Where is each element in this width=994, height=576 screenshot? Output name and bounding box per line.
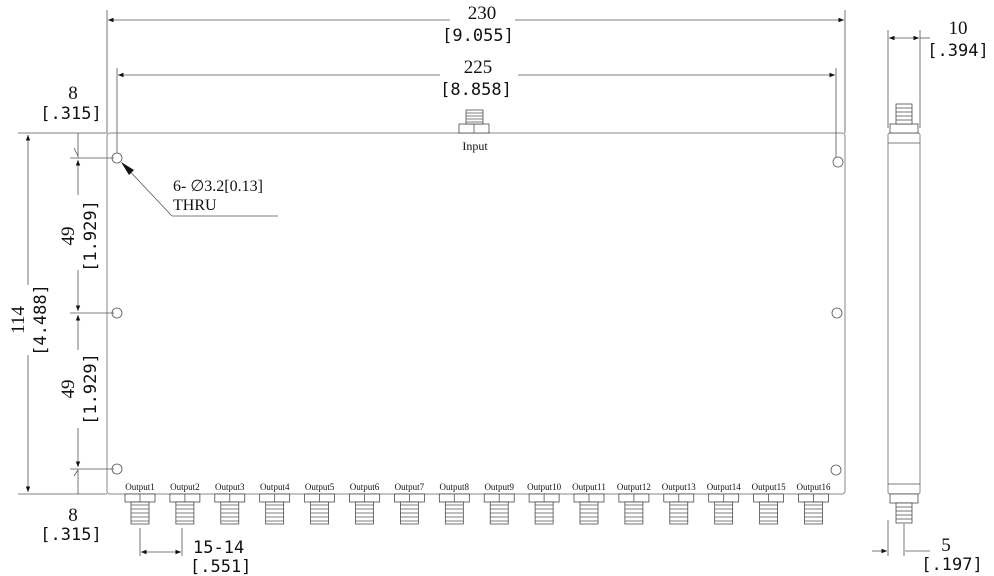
dim-bottom-offset: 8 [.315] bbox=[40, 469, 102, 545]
output-connector: Output7 bbox=[394, 482, 425, 525]
top-offset-mm: 8 bbox=[68, 83, 78, 104]
output-connector: Output9 bbox=[483, 482, 515, 525]
side-view bbox=[887, 103, 921, 524]
dim-connector-pitch: 15-14 [.551] bbox=[139, 528, 251, 576]
dim-side-offset: 5 [.197] bbox=[872, 520, 983, 575]
output-connector: Output1 bbox=[124, 482, 156, 525]
output-connectors: Output1 Output2 Output3 Output4 Output5 Outpu… bbox=[124, 482, 831, 525]
output-connector: Output12 bbox=[617, 482, 651, 525]
output-label: Output8 bbox=[440, 482, 470, 492]
output-label: Output10 bbox=[527, 482, 562, 492]
output-label: Output11 bbox=[572, 482, 606, 492]
lower-spacing-mm: 49 bbox=[58, 380, 79, 399]
output-label: Output12 bbox=[617, 482, 651, 492]
output-connector: Output15 bbox=[752, 482, 787, 525]
output-label: Output5 bbox=[305, 482, 335, 492]
output-connector: Output14 bbox=[707, 482, 742, 525]
side-offset-mm: 5 bbox=[941, 535, 951, 556]
output-label: Output2 bbox=[170, 482, 200, 492]
output-connector: Output11 bbox=[572, 482, 606, 525]
output-label: Output3 bbox=[215, 482, 245, 492]
output-connector: Output6 bbox=[349, 482, 380, 525]
hole-note-line1: 6- ∅3.2[0.13] bbox=[173, 178, 263, 195]
hole-width-inch: [8.858] bbox=[440, 80, 512, 100]
input-label: Input bbox=[462, 139, 488, 153]
hole-callout: 6- ∅3.2[0.13] THRU bbox=[121, 162, 278, 217]
pitch-mm: 15-14 bbox=[193, 538, 244, 558]
overall-width-mm: 230 bbox=[468, 3, 497, 24]
thickness-inch: [.394] bbox=[927, 41, 988, 61]
output-label: Output7 bbox=[395, 482, 425, 492]
pitch-inch: [.551] bbox=[190, 557, 251, 576]
output-connector: Output13 bbox=[662, 482, 697, 525]
output-label: Output15 bbox=[752, 482, 787, 492]
output-label: Output1 bbox=[125, 482, 155, 492]
overall-width-inch: [9.055] bbox=[442, 26, 514, 46]
bottom-offset-inch: [.315] bbox=[40, 525, 101, 545]
dim-hole-spacing-width: 225 [8.858] bbox=[116, 57, 837, 157]
dim-hole-spacing-upper: 49 [1.929] bbox=[58, 157, 114, 314]
input-connector bbox=[458, 109, 490, 134]
upper-spacing-mm: 49 bbox=[58, 227, 79, 246]
output-label: Output6 bbox=[350, 482, 380, 492]
mounting-hole bbox=[832, 156, 844, 168]
hole-note-line2: THRU bbox=[173, 197, 217, 214]
dim-top-offset: 8 [.315] bbox=[40, 83, 102, 158]
output-label: Output4 bbox=[260, 482, 290, 492]
lower-spacing-inch: [1.929] bbox=[81, 353, 101, 425]
height-inch: [4.488] bbox=[31, 284, 51, 356]
output-connector: Output4 bbox=[259, 482, 291, 525]
output-label: Output9 bbox=[484, 482, 514, 492]
hole-width-mm: 225 bbox=[464, 57, 493, 78]
output-connector: Output10 bbox=[527, 482, 562, 525]
output-label: Output16 bbox=[796, 482, 831, 492]
output-connector: Output16 bbox=[796, 482, 831, 525]
height-mm: 114 bbox=[8, 306, 29, 334]
side-offset-inch: [.197] bbox=[921, 555, 982, 575]
upper-spacing-inch: [1.929] bbox=[81, 200, 101, 272]
output-label: Output14 bbox=[707, 482, 742, 492]
dim-overall-height: 114 [4.488] bbox=[8, 132, 107, 495]
output-connector: Output8 bbox=[438, 482, 470, 525]
dim-side-thickness: 10 [.394] bbox=[887, 18, 989, 128]
output-connector: Output3 bbox=[214, 482, 246, 525]
output-connector: Output2 bbox=[169, 482, 201, 525]
top-offset-inch: [.315] bbox=[40, 104, 101, 124]
dim-overall-width: 230 [9.055] bbox=[106, 3, 846, 133]
bottom-offset-mm: 8 bbox=[68, 505, 78, 526]
mounting-hole bbox=[830, 464, 842, 476]
output-connector: Output5 bbox=[304, 482, 335, 525]
dim-hole-spacing-lower: 49 [1.929] bbox=[58, 315, 114, 470]
output-label: Output13 bbox=[662, 482, 697, 492]
thickness-mm: 10 bbox=[949, 18, 968, 39]
mounting-hole bbox=[831, 307, 843, 319]
